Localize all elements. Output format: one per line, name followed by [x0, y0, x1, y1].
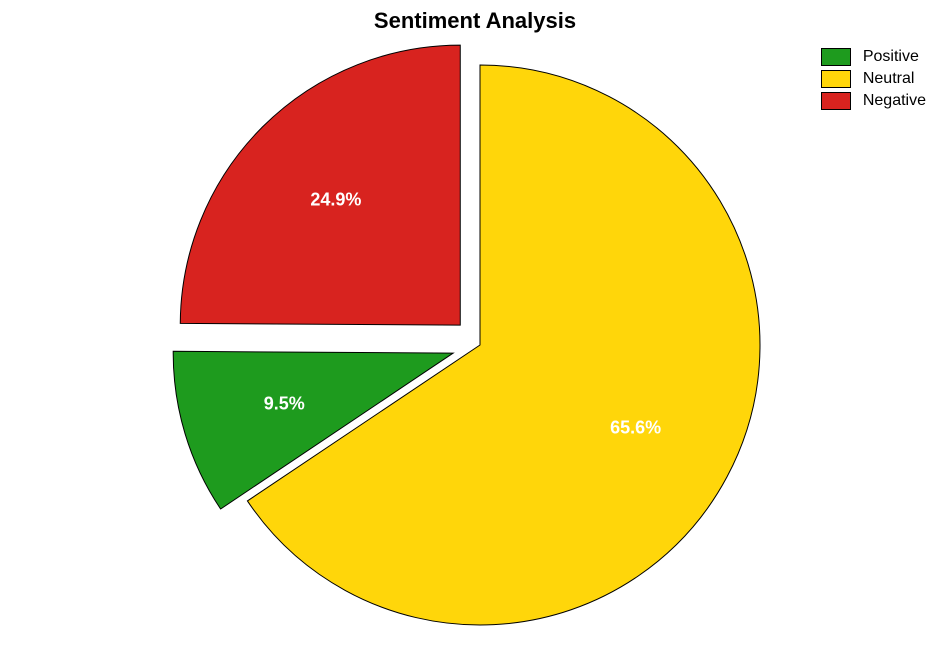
legend-swatch: [821, 92, 851, 110]
legend-item: Positive: [821, 48, 926, 66]
legend-label: Neutral: [863, 70, 915, 88]
slice-label: 65.6%: [610, 418, 661, 439]
slice-label: 24.9%: [310, 190, 361, 211]
slice-label: 9.5%: [264, 393, 305, 414]
legend-swatch: [821, 70, 851, 88]
pie-slice: [180, 45, 460, 325]
legend-label: Negative: [863, 92, 926, 110]
chart-container: Sentiment Analysis PositiveNeutralNegati…: [0, 0, 950, 662]
legend: Positive Neutral Negative: [821, 48, 926, 114]
legend-item: Negative: [821, 92, 926, 110]
legend-swatch: [821, 48, 851, 66]
legend-label: Positive: [863, 48, 919, 66]
pie-chart: [0, 0, 950, 662]
legend-item: Neutral: [821, 70, 926, 88]
